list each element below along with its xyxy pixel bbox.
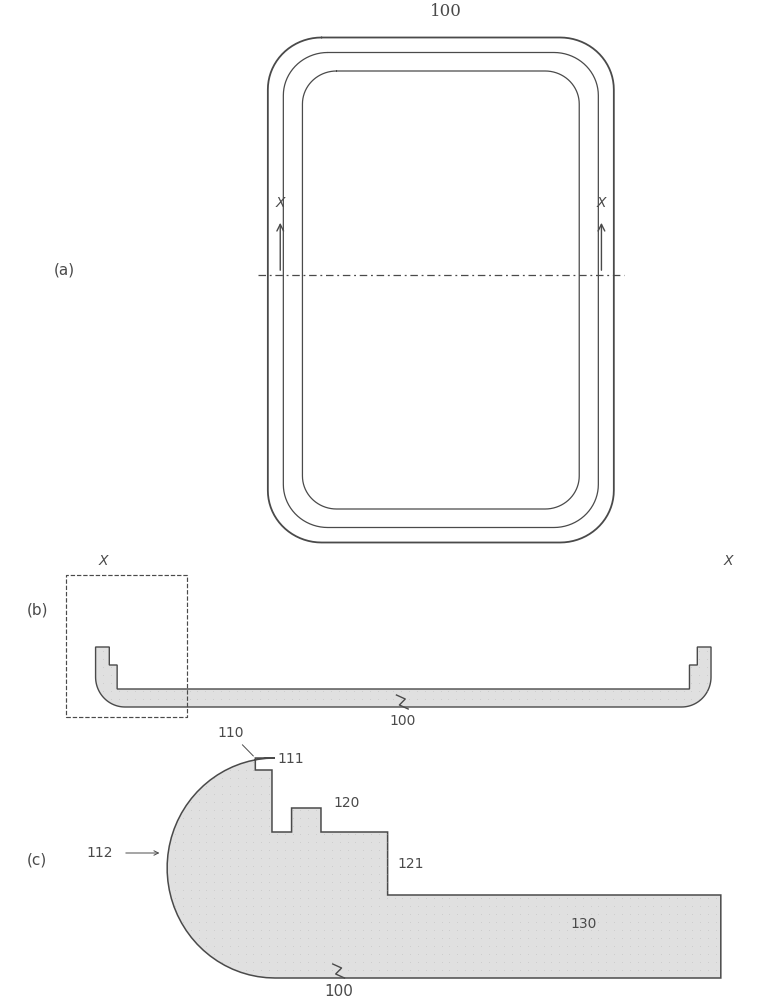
Text: (c): (c) — [27, 852, 47, 867]
Text: (a): (a) — [53, 262, 75, 277]
Polygon shape — [96, 647, 711, 707]
Text: 110: 110 — [218, 726, 253, 756]
Text: 100: 100 — [389, 714, 416, 728]
Text: X: X — [99, 554, 108, 568]
Text: 111: 111 — [278, 752, 304, 766]
Text: X: X — [275, 196, 285, 210]
Text: 100: 100 — [324, 984, 353, 999]
Text: 121: 121 — [397, 856, 424, 870]
Text: X: X — [724, 554, 734, 568]
Text: X: X — [597, 196, 607, 210]
Text: 100: 100 — [430, 3, 462, 20]
Polygon shape — [167, 758, 721, 978]
Text: 112: 112 — [87, 846, 113, 860]
Text: 120: 120 — [334, 796, 360, 810]
Text: 130: 130 — [571, 918, 597, 932]
Text: (b): (b) — [27, 602, 49, 617]
